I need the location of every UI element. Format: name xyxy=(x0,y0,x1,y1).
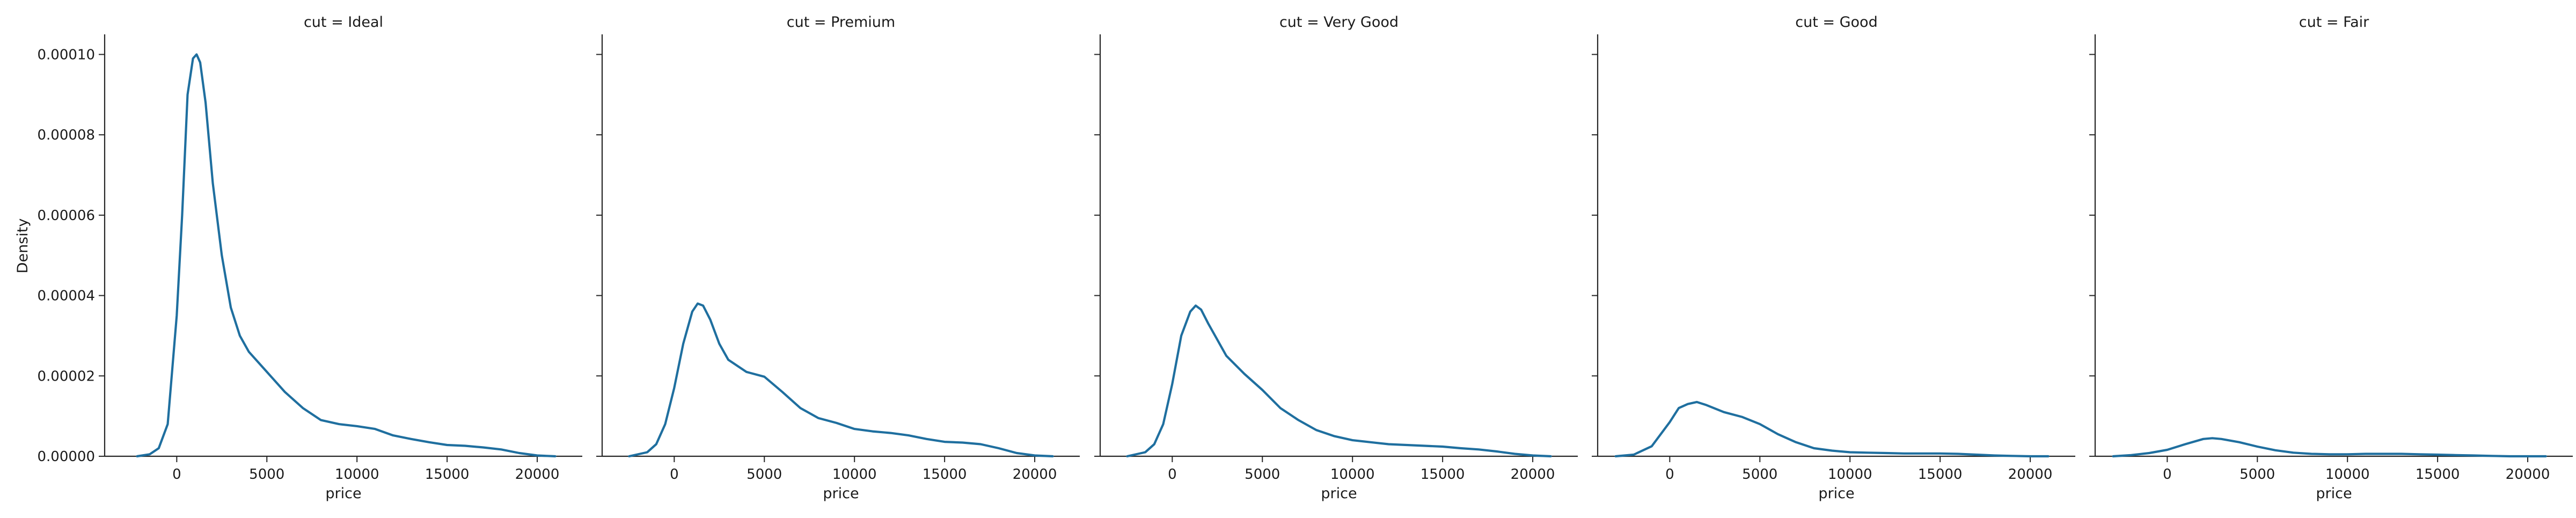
kde-line-0 xyxy=(136,53,557,458)
x-axis-label-2: price xyxy=(1321,485,1357,502)
x-tick-label: 10000 xyxy=(832,466,877,483)
x-axis-label-3: price xyxy=(1818,485,1854,502)
facet-title-4: cut = Fair xyxy=(2299,14,2369,31)
x-tick-label: 5000 xyxy=(249,466,284,483)
facet-title-2: cut = Very Good xyxy=(1279,14,1399,31)
x-tick-label: 20000 xyxy=(2506,466,2550,483)
x-tick-label: 5000 xyxy=(747,466,782,483)
x-tick-label: 10000 xyxy=(2325,466,2370,483)
x-tick-label: 15000 xyxy=(2416,466,2460,483)
x-tick-label: 10000 xyxy=(1330,466,1375,483)
x-tick-label: 20000 xyxy=(2008,466,2053,483)
kde-line-1 xyxy=(628,302,1054,458)
x-tick-label: 0 xyxy=(670,466,679,483)
x-tick-label: 0 xyxy=(1665,466,1674,483)
facet-title-1: cut = Premium xyxy=(787,14,895,31)
kde-line-2 xyxy=(1126,304,1552,458)
x-tick-label: 15000 xyxy=(425,466,470,483)
x-axis-label-1: price xyxy=(823,485,859,502)
x-tick-label: 10000 xyxy=(1828,466,1872,483)
x-tick-label: 0 xyxy=(1168,466,1177,483)
x-tick-label: 0 xyxy=(2163,466,2172,483)
y-tick-label: 0.00006 xyxy=(37,208,95,224)
x-tick-label: 15000 xyxy=(1918,466,1963,483)
x-tick-label: 5000 xyxy=(1742,466,1777,483)
y-tick-label: 0.00004 xyxy=(37,288,95,304)
x-axis-label-0: price xyxy=(325,485,361,502)
x-axis-label-4: price xyxy=(2316,485,2352,502)
x-tick-label: 20000 xyxy=(515,466,560,483)
kde-line-4 xyxy=(2112,437,2547,458)
facet-title-0: cut = Ideal xyxy=(304,14,383,31)
y-tick-label: 0.00010 xyxy=(37,47,95,63)
facet-title-3: cut = Good xyxy=(1795,14,1877,31)
x-tick-label: 0 xyxy=(172,466,181,483)
x-tick-label: 15000 xyxy=(923,466,967,483)
y-tick-label: 0.00008 xyxy=(37,127,95,143)
y-axis-label: Density xyxy=(14,218,31,274)
x-tick-label: 5000 xyxy=(2240,466,2275,483)
x-tick-label: 5000 xyxy=(1245,466,1280,483)
kde-line-3 xyxy=(1614,400,2050,458)
x-tick-label: 20000 xyxy=(1511,466,1555,483)
y-tick-label: 0.00002 xyxy=(37,368,95,384)
y-tick-label: 0.00000 xyxy=(37,449,95,465)
x-tick-label: 10000 xyxy=(335,466,379,483)
x-tick-label: 15000 xyxy=(1421,466,1465,483)
x-tick-label: 20000 xyxy=(1013,466,1057,483)
